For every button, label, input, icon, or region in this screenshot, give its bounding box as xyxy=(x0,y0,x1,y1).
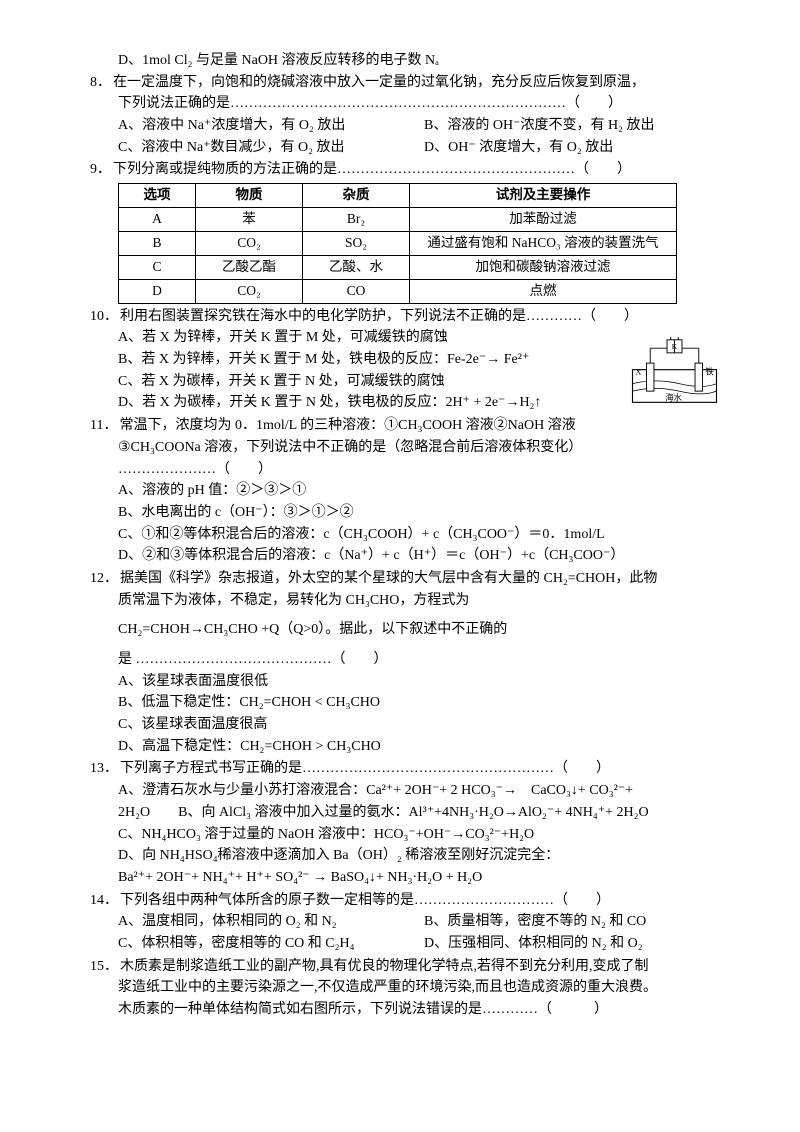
label-fe: 铁 xyxy=(705,366,714,376)
label-x: X xyxy=(635,367,641,376)
cell: 通过盛有饱和 NaHCO₃ 溶液的装置洗气 xyxy=(410,231,677,255)
label-k: K xyxy=(672,342,678,351)
question-12: 12． 据美国《科学》杂志报道，外太空的某个星球的大气层中含有大量的 CH₂=C… xyxy=(90,568,730,758)
q13-option-a1: A、澄清石灰水与少量小苏打溶液混合：Ca²⁺+ 2OH⁻+ 2 HCO₃⁻→ C… xyxy=(90,780,730,802)
table-row: D CO₂ CO 点燃 xyxy=(119,279,677,303)
q14-number: 14． xyxy=(90,890,118,912)
q11-stem3: …………………（ ） xyxy=(90,459,730,481)
question-14: 14． 下列各组中两种气体所含的原子数一定相等的是…………………………（ ） A… xyxy=(90,890,730,955)
q8-option-d: D、OH⁻ 浓度增大，有 O₂ 放出 xyxy=(424,137,730,159)
q9-stem: 下列分离或提纯物质的方法正确的是……………………………………………（ ） xyxy=(113,159,730,181)
q10-option-b: B、若 X 为锌棒，开关 K 置于 M 处，铁电极的反应：Fe-2e⁻→ Fe²… xyxy=(90,349,628,371)
cell: 乙酸乙酯 xyxy=(196,255,303,279)
cell: 苯 xyxy=(196,208,303,232)
cell: Br₂ xyxy=(303,208,410,232)
q8-stem2: 下列说法正确的是………………………………………………………………（ ） xyxy=(90,93,730,115)
q14-option-c: C、体积相等，密度相等的 CO 和 C₂H₄ xyxy=(118,933,424,955)
q12-stem3: CH₂=CHOH→CH₃CHO +Q（Q>0）。据此，以下叙述中不正确的 xyxy=(90,619,730,641)
q10-number: 10． xyxy=(90,306,118,328)
q12-option-a: A、该星球表面温度很低 xyxy=(90,671,730,693)
label-n: N xyxy=(680,337,686,339)
cell: CO₂ xyxy=(196,231,303,255)
cell: A xyxy=(119,208,196,232)
q14-option-d: D、压强相同、体积相同的 N₂ 和 O₂ xyxy=(424,933,730,955)
q13-option-d2: Ba²⁺+ 2OH⁻+ NH₄⁺+ H⁺+ SO₄²⁻ → BaSO₄↓+ NH… xyxy=(90,867,730,889)
q11-option-a: A、溶液的 pH 值：②＞③＞① xyxy=(90,480,730,502)
q12-option-b: B、低温下稳定性：CH₂=CHOH < CH₃CHO xyxy=(90,692,730,714)
q8-option-a: A、溶液中 Na⁺浓度增大，有 O₂ 放出 xyxy=(118,115,424,137)
label-seawater: 海水 xyxy=(665,392,682,402)
q11-option-c: C、①和②等体积混合后的溶液：c（CH₃COOH）+ c（CH₃COO⁻）＝0．… xyxy=(90,524,730,546)
question-11: 11． 常温下，浓度均为 0．1mol/L 的三种溶液：①CH₃COOH 溶液②… xyxy=(90,415,730,567)
cell: C xyxy=(119,255,196,279)
th-substance: 物质 xyxy=(196,184,303,208)
q9-table: 选项 物质 杂质 试剂及主要操作 A 苯 Br₂ 加苯酚过滤 B CO₂ SO₂… xyxy=(118,183,677,304)
q12-stem4: 是 ……………………………………（ ） xyxy=(90,649,730,671)
electrochemistry-diagram: M N K X 铁 海水 xyxy=(627,337,722,407)
cell: CO xyxy=(303,279,410,303)
question-8: 8． 在一定温度下，向饱和的烧碱溶液中放入一定量的过氧化钠，充分反应后恢复到原温… xyxy=(90,72,730,159)
q15-stem3: 木质素的一种单体结构简式如右图所示，下列说法错误的是…………（ ） xyxy=(90,999,730,1021)
question-13: 13． 下列离子方程式书写正确的是………………………………………………（ ） A… xyxy=(90,758,730,888)
cell: 加苯酚过滤 xyxy=(410,208,677,232)
q8-number: 8． xyxy=(90,72,111,94)
q14-stem: 下列各组中两种气体所含的原子数一定相等的是…………………………（ ） xyxy=(120,890,730,912)
q7-option-d: D、1mol Cl₂ 与足量 NaOH 溶液反应转移的电子数 Nₐ xyxy=(90,50,730,72)
q11-number: 11． xyxy=(90,415,117,437)
q11-stem1: 常温下，浓度均为 0．1mol/L 的三种溶液：①CH₃COOH 溶液②NaOH… xyxy=(119,415,730,437)
table-row: B CO₂ SO₂ 通过盛有饱和 NaHCO₃ 溶液的装置洗气 xyxy=(119,231,677,255)
q13-option-d1: D、向 NH₄HSO₄稀溶液中逐滴加入 Ba（OH）₂ 稀溶液至刚好沉淀完全： xyxy=(90,845,730,867)
table-row: 选项 物质 杂质 试剂及主要操作 xyxy=(119,184,677,208)
cell: 加饱和碳酸钠溶液过滤 xyxy=(410,255,677,279)
q8-option-c: C、溶液中 Na⁺数目减少，有 O₂ 放出 xyxy=(118,137,424,159)
th-impurity: 杂质 xyxy=(303,184,410,208)
q12-option-c: C、该星球表面温度很高 xyxy=(90,714,730,736)
q13-stem: 下列离子方程式书写正确的是………………………………………………（ ） xyxy=(120,758,730,780)
cell: 点燃 xyxy=(410,279,677,303)
cell: D xyxy=(119,279,196,303)
table-row: C 乙酸乙酯 乙酸、水 加饱和碳酸钠溶液过滤 xyxy=(119,255,677,279)
q12-stem1: 据美国《科学》杂志报道，外太空的某个星球的大气层中含有大量的 CH₂=CHOH，… xyxy=(120,568,730,590)
question-15: 15． 木质素是制浆造纸工业的副产物,具有优良的物理化学特点,若得不到充分利用,… xyxy=(90,956,730,1021)
q10-stem: 利用右图装置探究铁在海水中的电化学防护，下列说法不正确的是…………（ ） xyxy=(120,306,730,328)
q15-stem1: 木质素是制浆造纸工业的副产物,具有优良的物理化学特点,若得不到充分利用,变成了制 xyxy=(120,956,730,978)
q14-option-a: A、温度相同，体积相同的 O₂ 和 N₂ xyxy=(118,911,424,933)
label-m: M xyxy=(665,337,672,339)
cell: SO₂ xyxy=(303,231,410,255)
q15-number: 15． xyxy=(90,956,118,978)
q10-option-a: A、若 X 为锌棒，开关 K 置于 M 处，可减缓铁的腐蚀 xyxy=(90,327,628,349)
cell: CO₂ xyxy=(196,279,303,303)
q13-number: 13． xyxy=(90,758,118,780)
q15-stem2: 浆造纸工业中的主要污染源之一,不仅造成严重的环境污染,而且也造成资源的重大浪费。 xyxy=(90,977,730,999)
q11-stem2: ③CH₃COONa 溶液，下列说法中不正确的是（忽略混合前后溶液体积变化） xyxy=(90,437,730,459)
q9-number: 9． xyxy=(90,159,111,181)
q13-option-c: C、NH₄HCO₃ 溶于过量的 NaOH 溶液中：HCO₃⁻+OH⁻→CO₃²⁻… xyxy=(90,824,730,846)
q14-option-b: B、质量相等，密度不等的 N₂ 和 CO xyxy=(424,911,730,933)
q8-option-b: B、溶液的 OH⁻浓度不变，有 H₂ 放出 xyxy=(424,115,730,137)
q8-stem1: 在一定温度下，向饱和的烧碱溶液中放入一定量的过氧化钠，充分反应后恢复到原温， xyxy=(113,72,730,94)
q11-option-b: B、水电离出的 c（OH⁻）：③＞①＞② xyxy=(90,502,730,524)
q13-option-a2b: 2H₂O B、向 AlCl₃ 溶液中加入过量的氨水：Al³⁺+4NH₃·H₂O→… xyxy=(90,802,730,824)
cell: B xyxy=(119,231,196,255)
th-method: 试剂及主要操作 xyxy=(410,184,677,208)
question-9: 9． 下列分离或提纯物质的方法正确的是……………………………………………（ ） … xyxy=(90,159,730,303)
q12-option-d: D、高温下稳定性：CH₂=CHOH > CH₃CHO xyxy=(90,736,730,758)
cell: 乙酸、水 xyxy=(303,255,410,279)
q12-stem2: 质常温下为液体，不稳定，易转化为 CH₃CHO，方程式为 xyxy=(90,590,730,612)
q11-option-d: D、②和③等体积混合后的溶液：c（Na⁺）+ c（H⁺）＝c（OH⁻）+c（CH… xyxy=(90,545,730,567)
th-option: 选项 xyxy=(119,184,196,208)
table-row: A 苯 Br₂ 加苯酚过滤 xyxy=(119,208,677,232)
q12-number: 12． xyxy=(90,568,118,590)
